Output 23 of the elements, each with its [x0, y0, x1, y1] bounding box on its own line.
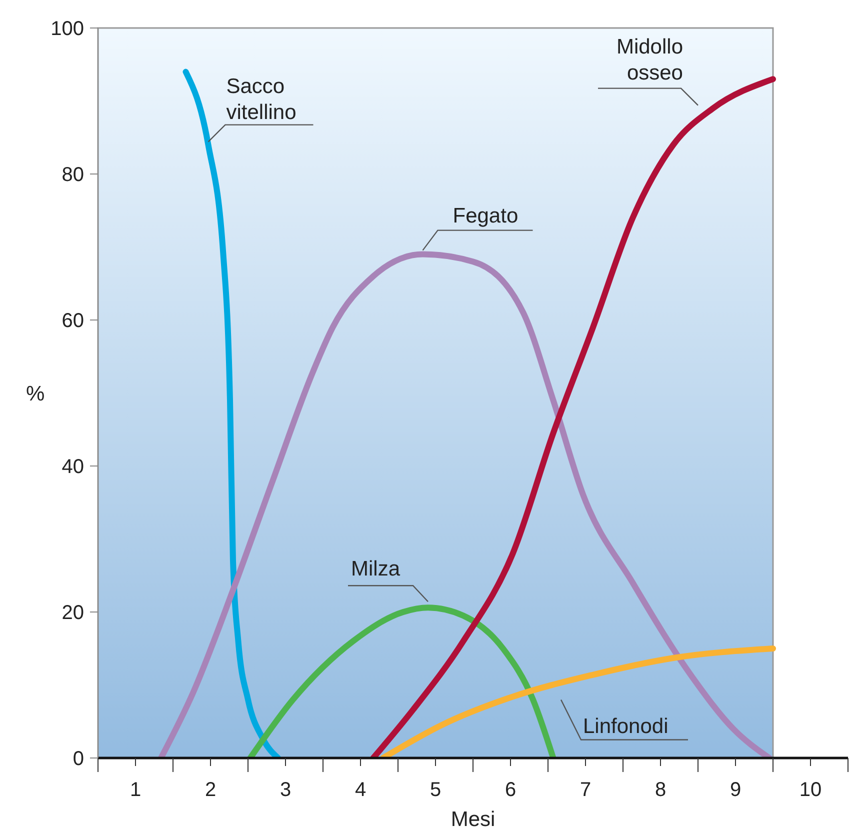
y-tick-label: 60 — [62, 310, 84, 332]
x-tick-label: 8 — [654, 779, 666, 801]
y-tick-label: 80 — [62, 164, 84, 186]
y-tick-label: 100 — [50, 18, 84, 40]
x-tick-label: 5 — [430, 779, 442, 801]
x-tick-label: 10 — [799, 779, 822, 801]
y-axis-title: % — [26, 382, 45, 406]
x-tick-label: 3 — [280, 779, 292, 801]
y-tick-label: 40 — [62, 456, 84, 478]
x-tick-label: 6 — [504, 779, 516, 801]
y-tick-label: 20 — [62, 602, 84, 624]
series-label: Fegato — [452, 204, 518, 228]
x-axis-title: Mesi — [450, 808, 496, 831]
series-label: Sacco vitellino — [226, 74, 296, 124]
series-label: Linfonodi — [583, 714, 668, 738]
x-tick-label: 2 — [204, 779, 216, 801]
y-tick-label: 0 — [72, 748, 84, 770]
x-tick-label: 7 — [580, 779, 592, 801]
x-tick-label: 1 — [130, 779, 142, 801]
x-tick-label: 9 — [730, 779, 742, 801]
x-tick-label: 4 — [354, 779, 366, 801]
series-label: Midollo osseo — [616, 35, 683, 84]
series-label: Milza — [351, 558, 400, 581]
